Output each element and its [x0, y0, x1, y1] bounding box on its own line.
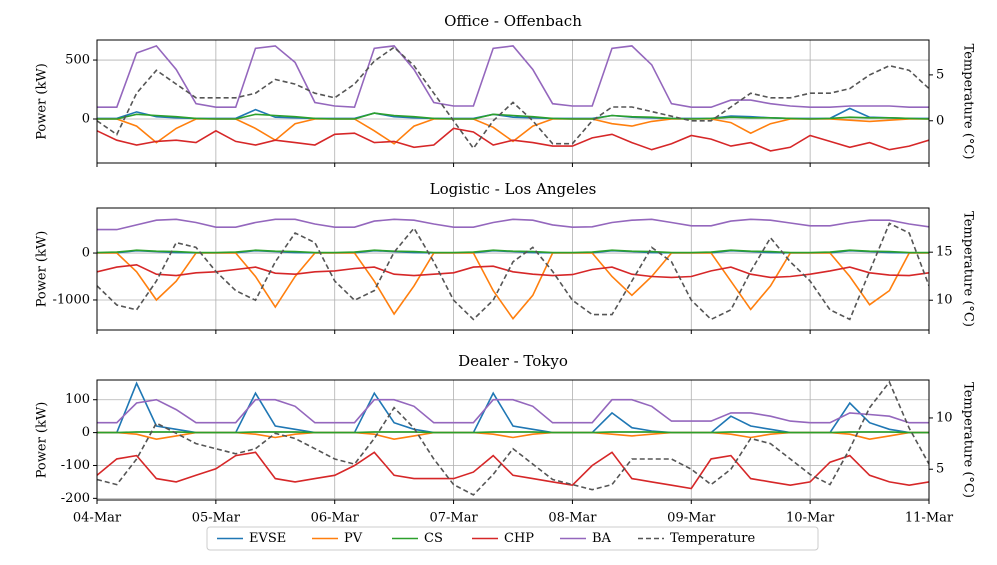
y2-tick-label: 5 — [936, 462, 944, 477]
legend-label: Temperature — [670, 531, 755, 546]
y-tick-label: 0 — [82, 425, 90, 440]
x-tick-label: 11-Mar — [905, 511, 954, 526]
series-line — [97, 431, 929, 441]
y-axis-label: Power (kW) — [35, 231, 50, 308]
y-tick-label: 100 — [65, 392, 90, 407]
series-line — [97, 431, 929, 434]
x-tick-label: 05-Mar — [192, 511, 241, 526]
y2-tick-label: 5 — [936, 67, 944, 82]
legend-label: CS — [424, 531, 443, 546]
series-line — [97, 112, 929, 120]
y-tick-label: -1000 — [53, 292, 90, 307]
y2-tick-label: 0 — [936, 113, 944, 128]
y-tick-label: 0 — [82, 112, 90, 127]
y-axis-label: Power (kW) — [35, 402, 50, 479]
y2-axis-label: Temperature (°C) — [961, 44, 976, 160]
series-line — [97, 451, 929, 490]
legend-label: EVSE — [249, 531, 286, 546]
x-tick-label: 09-Mar — [667, 511, 716, 526]
series-line — [97, 127, 929, 152]
chart-title: Logistic - Los Angeles — [430, 180, 597, 198]
y2-tick-label: 15 — [936, 245, 953, 260]
y2-axis-label: Temperature (°C) — [961, 382, 976, 498]
series-line — [97, 381, 929, 434]
series-line — [97, 107, 929, 120]
legend-label: CHP — [504, 531, 534, 546]
y-tick-label: -200 — [61, 491, 90, 506]
plot-frame — [96, 207, 930, 331]
plot-frame — [96, 39, 930, 164]
chart-title: Dealer - Tokyo — [458, 352, 568, 370]
series-line — [97, 380, 929, 496]
y2-axis-label: Temperature (°C) — [961, 211, 976, 327]
y-tick-label: 500 — [65, 53, 90, 68]
series-line — [97, 222, 929, 321]
y-tick-label: 0 — [82, 246, 90, 261]
x-tick-label: 08-Mar — [548, 511, 597, 526]
x-tick-label: 06-Mar — [311, 511, 360, 526]
series-line — [97, 44, 929, 109]
x-tick-label: 10-Mar — [786, 511, 835, 526]
legend-label: BA — [592, 531, 612, 546]
legend-box — [206, 526, 819, 551]
series-line — [97, 218, 929, 231]
plot-frame — [96, 379, 930, 501]
x-tick-label: 07-Mar — [429, 511, 478, 526]
legend-label: PV — [344, 531, 363, 546]
x-tick-label: 04-Mar — [73, 511, 122, 526]
series-line — [97, 263, 929, 279]
series-line — [97, 398, 929, 424]
y2-tick-label: 10 — [936, 293, 953, 308]
chart-title: Office - Offenbach — [444, 12, 582, 30]
y-axis-label: Power (kW) — [35, 63, 50, 140]
series-line — [97, 46, 929, 150]
y-tick-label: -100 — [61, 458, 90, 473]
series-line — [97, 249, 929, 254]
y2-tick-label: 10 — [936, 410, 953, 425]
